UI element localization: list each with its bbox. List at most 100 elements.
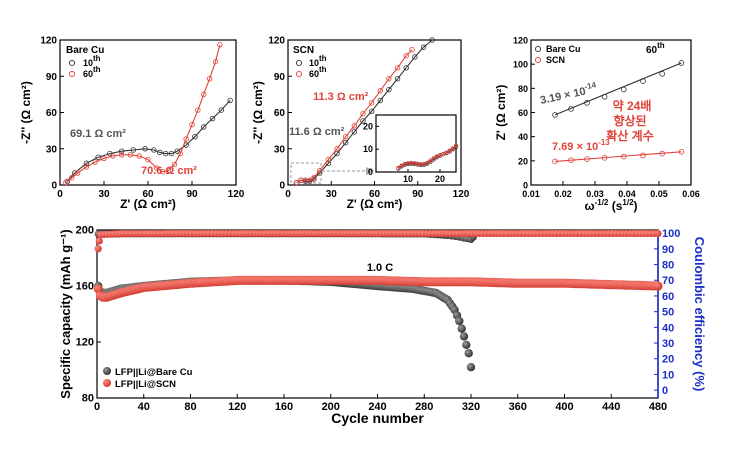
inset-data-point [405, 160, 411, 166]
annotation-label: 11.6 Ω cm² [289, 126, 345, 138]
data-point [183, 136, 189, 142]
y-axis-label: Z' (Ω cm²) [494, 85, 508, 141]
annotation-label: 7.69 × 10-13 [552, 138, 610, 153]
data-point [227, 97, 233, 104]
y2-axis-tick-label: 40 [662, 322, 674, 334]
y-axis-tick-label: 30 [274, 144, 286, 155]
cycling-performance-panel: 0 40 80 120 160 200 240 280 320 360 400 440 48080120… [58, 225, 707, 427]
annotation-label: 69.1 Ω cm² [70, 128, 126, 140]
zoom-region-box [290, 162, 322, 184]
data-point [154, 165, 160, 171]
data-point [63, 179, 69, 186]
data-point [118, 148, 125, 154]
x-axis-tick-label: 160 [275, 401, 293, 413]
legend-marker [68, 70, 76, 78]
data-point [142, 146, 148, 152]
y-axis-tick-label: 0 [51, 181, 57, 192]
data-point [162, 150, 169, 157]
data-point [351, 129, 358, 135]
x-axis-tick-label: 440 [602, 401, 620, 413]
data-point [462, 340, 471, 349]
x-axis-tick-label: 0 [94, 401, 100, 413]
data-point [95, 154, 101, 160]
x-axis-tick-label: 240 [368, 401, 386, 413]
y-axis-tick-label: 160 [76, 281, 94, 293]
data-point [206, 75, 213, 82]
data-point [64, 178, 71, 185]
data-point [409, 46, 415, 53]
data-point [201, 124, 207, 130]
x-axis-tick-label: 0.02 [554, 189, 572, 199]
data-point [360, 111, 366, 117]
x-axis-label: Z' (Ω cm²) [120, 197, 176, 211]
x-axis-tick-label: 120 [228, 189, 245, 200]
data-point [678, 60, 685, 66]
y-axis-tick-label: 120 [40, 36, 57, 47]
data-point [464, 349, 473, 358]
legend-label: SCN [546, 55, 565, 65]
y2-axis-tick-label: 90 [662, 244, 674, 256]
y2-axis-tick-label: 0 [662, 385, 668, 397]
y-axis-tick-label: 120 [76, 337, 94, 349]
inset-data-point [415, 161, 420, 166]
data-point [386, 75, 392, 82]
data-point [568, 157, 574, 164]
data-point [584, 156, 590, 162]
y-axis-tick-label: 80 [82, 393, 94, 405]
panel-title: SCN [293, 45, 314, 56]
panel-title: 60th [646, 41, 665, 56]
inset-data-point [418, 162, 423, 167]
data-point [325, 156, 332, 163]
y-axis-tick-label: 120 [513, 36, 528, 46]
inset-fit-line [398, 145, 457, 169]
data-point [457, 324, 466, 333]
y2-axis-tick-label: 100 [662, 228, 680, 240]
data-point [110, 153, 116, 159]
annotation-label: 11.3 Ω cm² [313, 91, 369, 103]
data-point [654, 229, 662, 238]
y-axis-label: -Z'' (Ω cm²) [19, 81, 33, 144]
data-point [334, 146, 340, 152]
legend-marker [534, 45, 542, 53]
legend-label: 60th [309, 65, 327, 79]
data-point [83, 160, 90, 166]
nyquist-bare-cu-panel: 0 30 60 90 120 0 30 60 90 120 Z' (Ω cm²) -Z'' (Ω cm… [19, 36, 245, 212]
x-axis-tick-label: 0 [57, 189, 63, 200]
data-point [659, 71, 665, 77]
data-point [212, 59, 219, 65]
y-axis-tick-label: 0 [279, 181, 285, 192]
data-point [130, 147, 137, 153]
data-point [403, 53, 409, 59]
y2-axis-label: Coulombic efficiency (%) [692, 237, 707, 392]
x-axis-tick-label: 0.04 [618, 189, 636, 199]
inset-data-point [396, 165, 401, 171]
data-point [127, 152, 134, 158]
y-axis-tick-label: 60 [46, 108, 58, 119]
data-point [360, 118, 366, 124]
y-axis-label: -Z'' (Ω cm²) [251, 81, 265, 144]
data-point [640, 152, 646, 159]
data-point [640, 78, 646, 84]
data-point [568, 106, 574, 112]
x-axis-tick-label: 80 [184, 401, 196, 413]
data-point [159, 169, 166, 175]
legend-label: 10th [309, 54, 327, 68]
inset-y-tick-label: 20 [363, 121, 373, 131]
inset-data-point [425, 160, 430, 166]
y-axis-tick-label: 200 [76, 225, 94, 237]
x-axis-tick-label: 360 [509, 401, 527, 413]
y2-axis-tick-label: 70 [662, 275, 674, 287]
data-point [601, 93, 608, 100]
fit-line [296, 39, 433, 184]
x-axis-tick-label: 60 [369, 189, 381, 200]
x-axis-tick-label: 320 [462, 401, 480, 413]
data-point [620, 153, 627, 160]
data-point [93, 284, 103, 294]
data-point [95, 237, 103, 245]
data-point [601, 155, 608, 161]
data-point [412, 54, 418, 60]
annotation-label: 약 24배 [613, 98, 652, 113]
y-axis-tick-label: 60 [518, 108, 528, 118]
data-point [157, 149, 163, 156]
y2-axis-tick-label: 10 [662, 369, 674, 381]
